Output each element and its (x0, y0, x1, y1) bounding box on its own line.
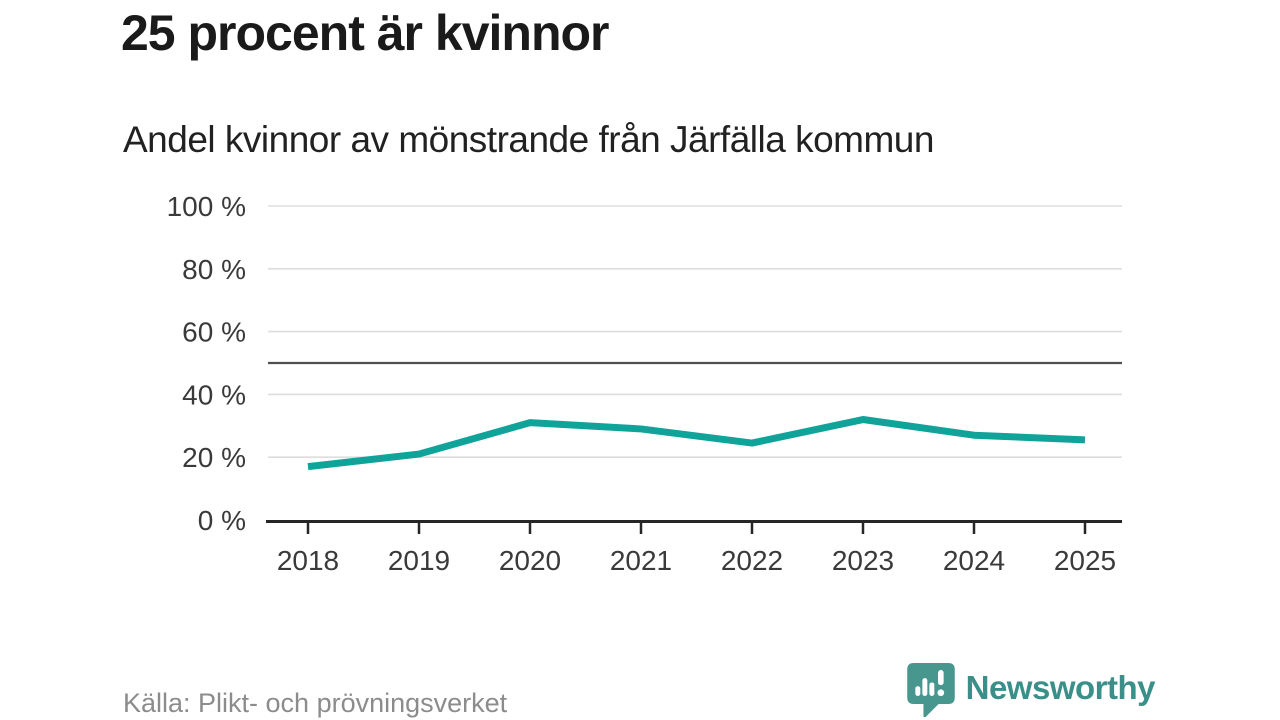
data-line-andel-kvinnor (307, 416, 1086, 471)
logo-bar-medium (929, 682, 934, 696)
x-axis-tick-label: 2022 (721, 545, 783, 576)
x-axis-tick-label: 2019 (388, 545, 450, 576)
line-chart: 0 % 20 % 40 % 60 % 80 % 100 % 2018 2019 2020 2021… (167, 191, 1122, 576)
logo-exclamation-bar (937, 670, 944, 686)
y-axis-tick-label: 40 % (182, 379, 246, 410)
x-axis-tick-label: 2025 (1054, 545, 1116, 576)
x-axis-tick-label: 2020 (499, 545, 561, 576)
chart-title: 25 procent är kvinnor (121, 5, 609, 61)
x-axis-tick-label: 2024 (943, 545, 1005, 576)
logo-bar-tall (921, 678, 927, 696)
x-axis-tick-label: 2021 (610, 545, 672, 576)
y-axis-tick-label: 20 % (182, 442, 246, 473)
x-axis-tick-label: 2018 (277, 545, 339, 576)
logo-exclamation-dot (937, 689, 944, 697)
y-axis-tick-label: 0 % (198, 505, 246, 536)
logo-bar-short (914, 686, 920, 696)
y-axis-tick-label: 80 % (182, 254, 246, 285)
newsworthy-logo: Newsworthy (906, 663, 1156, 717)
newsworthy-logo-icon (906, 663, 955, 717)
y-axis-tick-label: 60 % (182, 317, 246, 348)
x-axis-tick-label: 2023 (832, 545, 894, 576)
source-note: Källa: Plikt- och prövningsverket (123, 688, 508, 718)
y-axis-tick-label: 100 % (167, 191, 246, 222)
newsworthy-wordmark: Newsworthy (965, 668, 1156, 706)
chart-subtitle: Andel kvinnor av mönstrande från Järfäll… (123, 119, 934, 160)
